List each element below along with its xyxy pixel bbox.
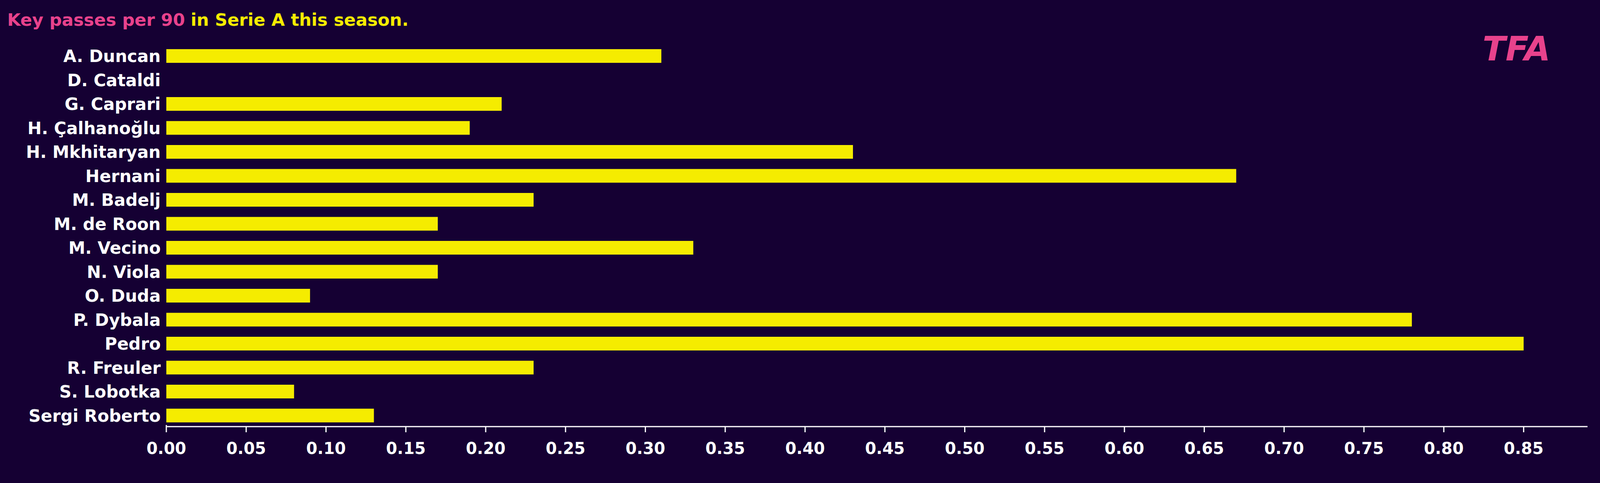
- category-label: Sergi Roberto: [28, 405, 161, 426]
- tick-label: 0.25: [545, 438, 586, 458]
- tick-label: 0.80: [1424, 438, 1464, 458]
- title: Key passes per 90in Serie A this season.: [7, 9, 409, 30]
- bar: [166, 73, 167, 87]
- tick: [565, 426, 567, 433]
- tick-label: 0.15: [385, 438, 426, 458]
- bar: [166, 144, 853, 159]
- tick: [245, 426, 247, 433]
- bar: [166, 408, 374, 423]
- tick: [1123, 426, 1126, 433]
- bar: [166, 240, 694, 255]
- tick: [1363, 426, 1365, 433]
- tick-label: 0.50: [944, 438, 985, 458]
- tick: [804, 426, 806, 433]
- tick-label: 0.75: [1344, 438, 1385, 458]
- tick: [325, 426, 327, 433]
- category-label: R. Freuler: [67, 358, 162, 378]
- tick: [644, 426, 646, 433]
- category-label: Pedro: [104, 333, 161, 354]
- tick: [165, 426, 168, 433]
- tick: [884, 426, 886, 433]
- tick: [724, 426, 726, 433]
- subtitle-text: in Serie A this season.: [190, 9, 409, 30]
- category-label: D. Cataldi: [67, 70, 161, 91]
- tick-label: 0.05: [226, 438, 267, 458]
- bar: [166, 312, 1412, 327]
- tick-label: 0.85: [1503, 438, 1544, 458]
- tick: [1043, 426, 1046, 433]
- tick-label: 0.20: [465, 438, 506, 458]
- tick: [405, 426, 407, 433]
- bar: [166, 264, 438, 279]
- category-label: G. Caprari: [64, 94, 161, 114]
- category-label: M. Vecino: [68, 238, 161, 258]
- bar: [166, 49, 662, 63]
- bar: [166, 192, 534, 207]
- tick: [1283, 426, 1285, 433]
- tick-label: 0.10: [306, 438, 346, 458]
- background: [0, 0, 1600, 483]
- tick-label: 0.35: [705, 438, 746, 458]
- chart: Key passes per 90in Serie A this season.…: [0, 0, 1600, 483]
- bar: [166, 121, 470, 135]
- category-label: S. Lobotka: [59, 381, 161, 402]
- category-label: M. de Roon: [53, 214, 162, 234]
- tick-label: 0.30: [625, 438, 666, 458]
- tick: [1523, 426, 1525, 433]
- category-label: M. Badelj: [72, 190, 161, 210]
- category-label: H. Mkhitaryan: [25, 142, 161, 162]
- x-axis-start: [165, 424, 168, 427]
- tick-label: 0.00: [146, 438, 187, 458]
- tick: [485, 426, 487, 433]
- bar: [166, 384, 294, 399]
- category-label: Hernani: [85, 166, 161, 187]
- tick: [1443, 426, 1445, 433]
- category-label: A. Duncan: [63, 46, 161, 67]
- bar: [166, 97, 502, 111]
- bar: [166, 288, 311, 303]
- category-label: P. Dybala: [73, 310, 161, 330]
- category-label: N. Viola: [86, 262, 161, 282]
- bar: [166, 360, 534, 375]
- tick-label: 0.45: [865, 438, 905, 458]
- category-label: H. Çalhanoğlu: [27, 118, 161, 139]
- tick: [964, 426, 966, 433]
- x-axis: [166, 426, 1588, 428]
- bar: [166, 169, 1237, 183]
- bar: [166, 336, 1524, 351]
- tick-label: 0.60: [1104, 438, 1145, 458]
- title-text: Key passes per 90: [7, 9, 185, 30]
- tick-label: 0.70: [1264, 438, 1305, 458]
- category-label: O. Duda: [84, 285, 161, 306]
- bars: [166, 49, 1524, 423]
- tick-label: 0.40: [785, 438, 826, 458]
- tick: [1203, 426, 1205, 433]
- tick-label: 0.65: [1184, 438, 1225, 458]
- logo: TFA: [1482, 28, 1551, 69]
- bar: [166, 217, 438, 231]
- tick-label: 0.55: [1024, 438, 1065, 458]
